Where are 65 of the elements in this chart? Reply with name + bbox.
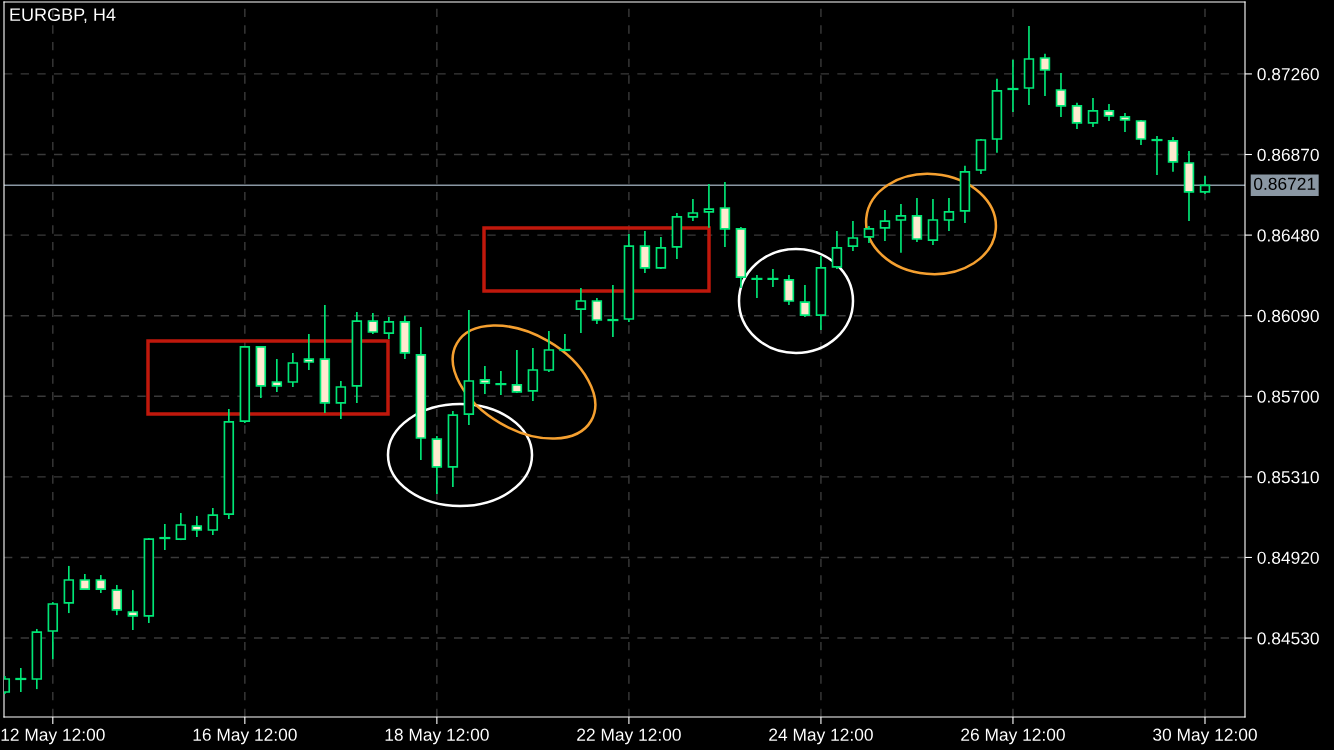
candlestick xyxy=(1087,97,1099,128)
x-tick-label: 30 May 12:00 xyxy=(1153,728,1257,745)
chart-title: EURGBP, H4 xyxy=(10,8,116,24)
candlestick xyxy=(767,268,779,288)
candlestick xyxy=(495,370,507,396)
y-tick-label: 0.86480 xyxy=(1257,229,1319,242)
candlestick xyxy=(303,333,315,371)
candlestick xyxy=(847,220,859,252)
candlestick xyxy=(831,230,843,270)
candlestick xyxy=(1135,119,1147,146)
x-tick-label: 26 May 12:00 xyxy=(961,728,1065,745)
candlestick xyxy=(527,347,539,402)
candlestick xyxy=(287,352,299,388)
candlestick xyxy=(191,515,203,538)
candlestick xyxy=(799,284,811,318)
x-tick-label: 12 May 12:00 xyxy=(1,728,105,745)
candlestick xyxy=(591,297,603,325)
candlestick xyxy=(1071,102,1083,130)
candlestick xyxy=(367,312,379,335)
candlestick xyxy=(543,330,555,373)
candlestick xyxy=(719,181,731,248)
candlestick xyxy=(335,380,347,420)
ref-line-label: 0.86721 xyxy=(1254,177,1316,190)
candlestick xyxy=(927,198,939,246)
candlestick xyxy=(127,589,139,631)
candlestick xyxy=(159,523,171,551)
y-tick-label: 0.84530 xyxy=(1257,632,1319,645)
candlestick xyxy=(63,565,75,614)
candlestick xyxy=(687,198,699,222)
y-tick-label: 0.87260 xyxy=(1257,68,1319,81)
candlestick xyxy=(607,284,619,338)
candlestick xyxy=(15,667,27,693)
candlestick xyxy=(1167,136,1179,173)
candlestick xyxy=(655,236,667,270)
y-tick-label: 0.84920 xyxy=(1257,551,1319,564)
candlestick xyxy=(1055,72,1067,118)
x-tick-label: 18 May 12:00 xyxy=(385,728,489,745)
x-tick-label: 24 May 12:00 xyxy=(769,728,873,745)
x-tick-label: 22 May 12:00 xyxy=(577,728,681,745)
candlestick xyxy=(1007,59,1019,113)
candlestick xyxy=(751,274,763,299)
candlestick xyxy=(783,274,795,306)
candlestick xyxy=(1119,112,1131,133)
candlestick xyxy=(1039,53,1051,97)
y-tick-label: 0.86090 xyxy=(1257,309,1319,323)
candlestick xyxy=(943,197,955,232)
candlestick xyxy=(911,197,923,243)
candlestick xyxy=(895,203,907,254)
candlestick xyxy=(207,507,219,536)
candlestick xyxy=(703,183,715,229)
candlestick xyxy=(175,512,187,541)
y-tick-label: 0.86870 xyxy=(1257,148,1319,161)
y-tick-label: 0.85700 xyxy=(1257,390,1319,403)
y-tick-label: 0.85310 xyxy=(1257,471,1319,484)
candlestick xyxy=(1151,135,1163,176)
candlestick xyxy=(639,230,651,274)
candlestick xyxy=(879,209,891,242)
x-tick-label: 16 May 12:00 xyxy=(193,728,297,745)
candlestick xyxy=(111,584,123,616)
candlestick xyxy=(479,365,491,395)
candlestick xyxy=(559,333,571,352)
candlestick xyxy=(511,349,523,394)
candlestick xyxy=(383,316,395,340)
candlestick xyxy=(271,358,283,393)
candlestick xyxy=(575,287,587,334)
